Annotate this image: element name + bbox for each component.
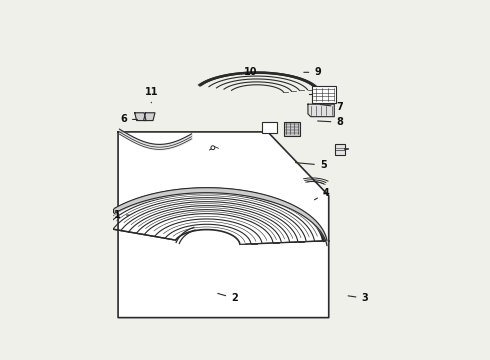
FancyBboxPatch shape xyxy=(335,144,345,156)
Text: 10: 10 xyxy=(245,67,265,77)
Text: 2: 2 xyxy=(218,293,238,303)
Text: 6: 6 xyxy=(120,114,138,125)
Text: 8: 8 xyxy=(318,117,343,127)
Text: 5: 5 xyxy=(295,160,326,170)
Polygon shape xyxy=(118,132,329,318)
Bar xyxy=(312,86,336,103)
Text: 7: 7 xyxy=(320,102,343,112)
Polygon shape xyxy=(144,113,155,121)
Text: 4: 4 xyxy=(315,188,329,200)
Circle shape xyxy=(211,146,215,150)
Text: 9: 9 xyxy=(304,67,321,77)
Text: 11: 11 xyxy=(145,87,158,103)
Polygon shape xyxy=(308,104,334,117)
Bar xyxy=(284,122,300,135)
Text: 1: 1 xyxy=(114,210,129,220)
Polygon shape xyxy=(135,113,146,121)
Text: 3: 3 xyxy=(348,293,368,303)
Bar xyxy=(262,122,277,133)
